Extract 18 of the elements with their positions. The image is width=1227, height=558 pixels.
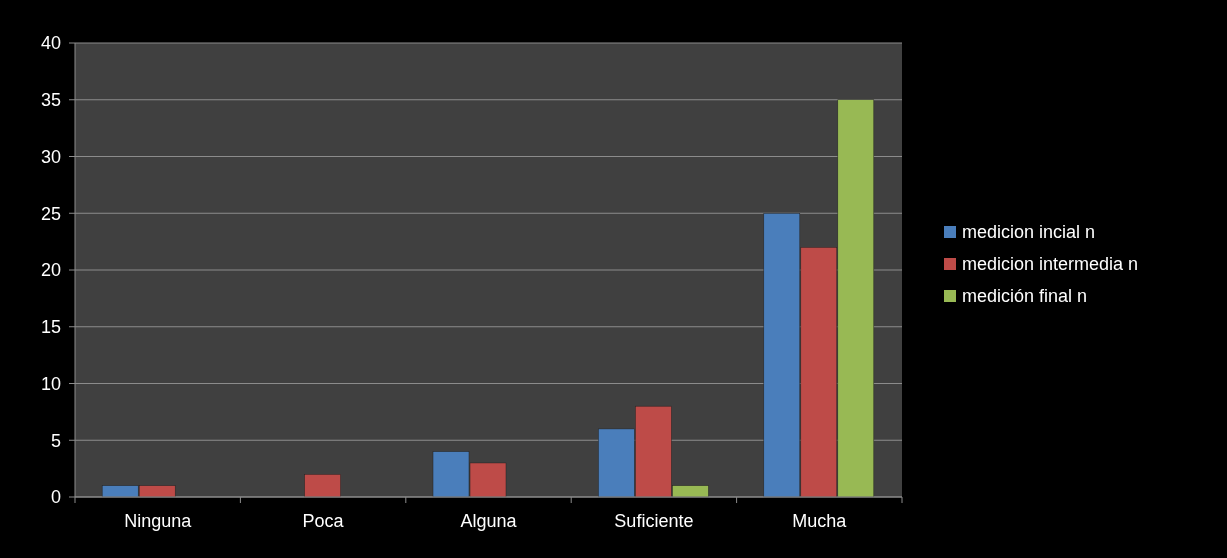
bar xyxy=(304,474,341,498)
legend-label: medición final n xyxy=(962,286,1088,307)
y-tick-label: 40 xyxy=(40,33,61,54)
x-tick-label: Mucha xyxy=(792,511,848,531)
y-tick-label: 25 xyxy=(40,203,61,224)
y-tick-label: 5 xyxy=(50,430,61,451)
y-tick-label: 35 xyxy=(40,90,61,111)
y-tick-label: 20 xyxy=(40,260,61,281)
y-tick-label: 0 xyxy=(50,487,61,508)
y-tick-label: 30 xyxy=(40,146,61,167)
x-tick-label: Suficiente xyxy=(614,511,694,531)
x-tick-label: Ninguna xyxy=(124,511,193,531)
legend-label: medicion incial n xyxy=(962,222,1096,243)
x-tick-label: Alguna xyxy=(460,511,518,531)
y-tick-label: 15 xyxy=(40,317,61,338)
x-tick-label: Poca xyxy=(302,511,345,531)
legend-label: medicion intermedia n xyxy=(962,254,1139,275)
y-tick-label: 10 xyxy=(40,373,61,394)
